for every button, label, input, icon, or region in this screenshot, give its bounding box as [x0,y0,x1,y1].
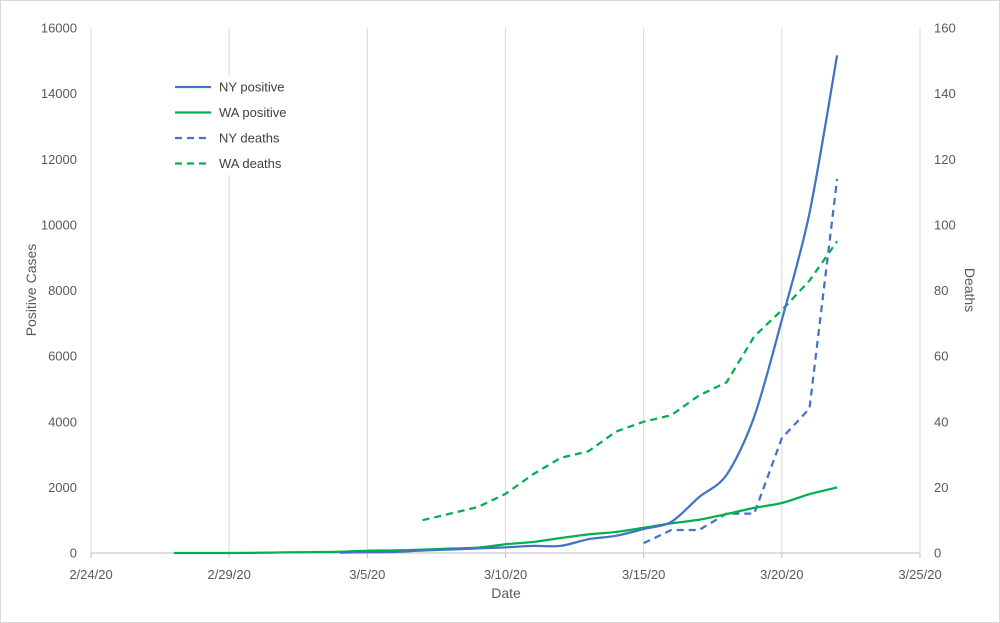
series-lines [173,55,839,555]
legend: NY positive WA positive NY deaths WA deaths [163,75,303,175]
legend-label: WA deaths [219,156,282,171]
y-right-tick-label: 0 [934,546,941,561]
x-tick-label: 3/5/20 [349,567,385,582]
axes: 2/24/20 2/29/20 3/5/20 3/10/20 3/15/20 3/20/2… [41,21,956,583]
y-right-tick-label: 140 [934,86,956,101]
y-left-tick-label: 6000 [48,349,77,364]
y-right-tick-label: 160 [934,21,956,36]
legend-background [163,75,303,175]
y-left-tick-label: 16000 [41,21,77,36]
y-left-tick-label: 0 [70,546,77,561]
series-line-wa-positive [173,486,838,555]
y-right-tick-label: 80 [934,283,948,298]
y-left-tick-label: 14000 [41,86,77,101]
y-right-tick-label: 120 [934,152,956,167]
y-left-tick-label: 12000 [41,152,77,167]
x-tick-label: 3/15/20 [622,567,665,582]
y-right-tick-label: 40 [934,414,948,429]
x-tick-label: 3/10/20 [484,567,527,582]
y-right-tick-label: 20 [934,480,948,495]
legend-label: WA positive [219,105,286,120]
y-right-tick-label: 60 [934,349,948,364]
y-left-tick-label: 4000 [48,414,77,429]
y-left-tick-label: 2000 [48,480,77,495]
y-right-tick-label: 100 [934,217,956,232]
series-line-ny-positive [339,55,839,554]
series-line-ny-deaths [643,178,839,545]
series-line-wa-deaths [422,240,839,522]
y-left-tick-label: 8000 [48,283,77,298]
x-tick-label: 3/20/20 [760,567,803,582]
y-left-tick-label: 10000 [41,217,77,232]
x-tick-label: 2/29/20 [207,567,250,582]
x-axis-title: Date [491,585,521,601]
y-axis-right-title: Deaths [962,268,978,312]
x-tick-label: 2/24/20 [69,567,112,582]
x-tick-label: 3/25/20 [898,567,941,582]
legend-label: NY deaths [219,131,280,146]
legend-label: NY positive [219,80,285,95]
y-axis-left-title: Positive Cases [23,244,39,337]
